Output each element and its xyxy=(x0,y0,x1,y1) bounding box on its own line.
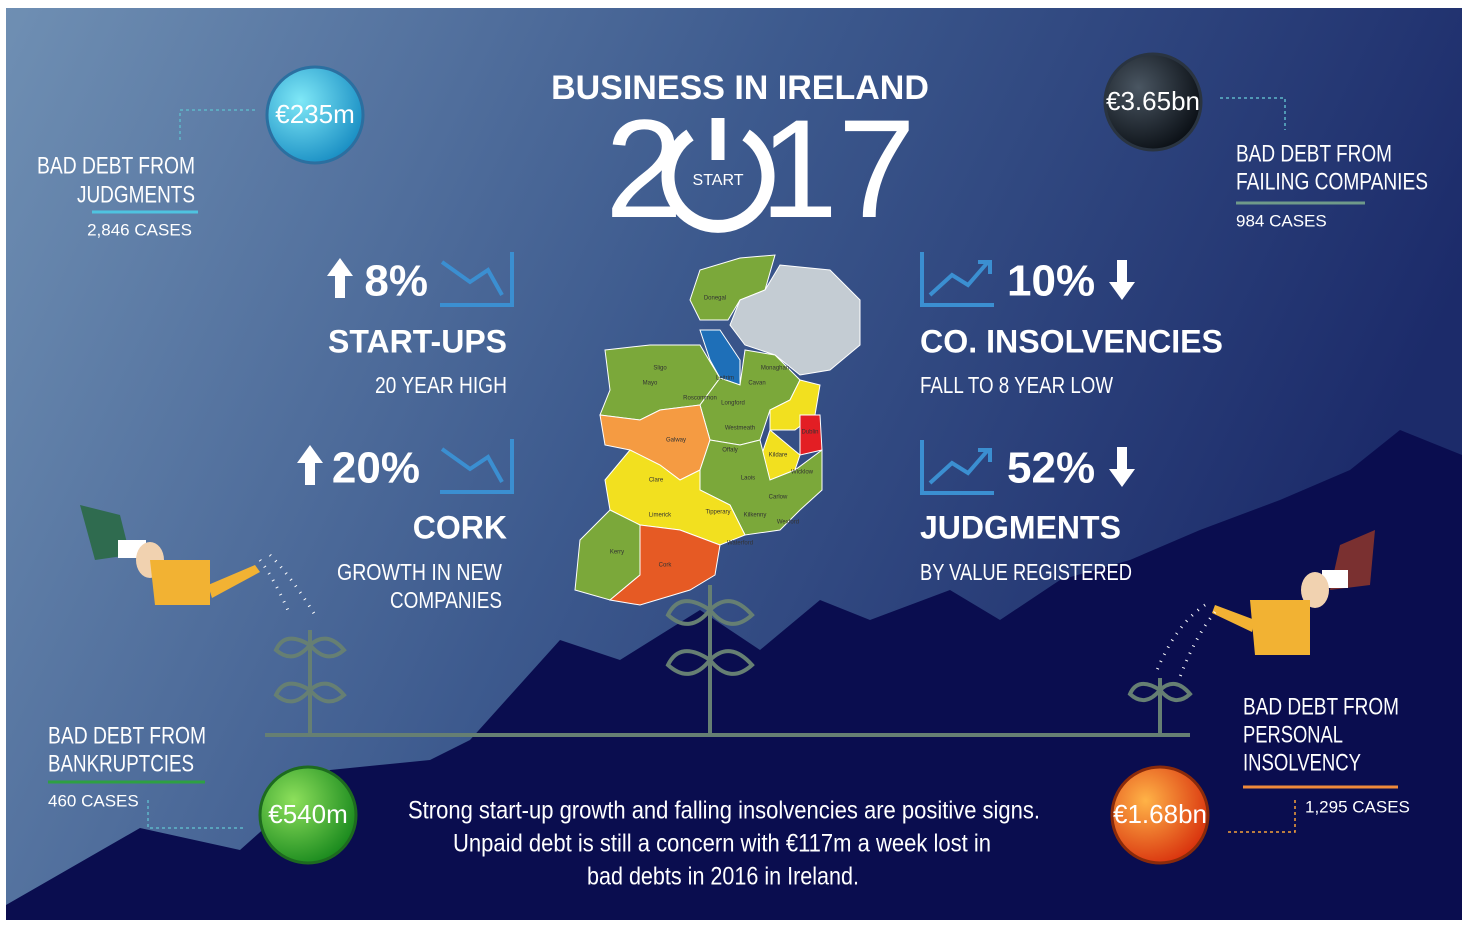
amount-badge xyxy=(258,765,358,865)
county-label: Wexford xyxy=(777,520,799,526)
county-label: Carlow xyxy=(769,495,788,501)
trend-icon xyxy=(920,440,994,495)
stat-value: 8% xyxy=(364,257,428,306)
label: INSOLVENCY xyxy=(1243,749,1361,776)
stat-detail: COMPANIES xyxy=(390,587,502,613)
county-label: Cavan xyxy=(748,381,765,387)
county-label: Sligo xyxy=(653,366,667,372)
cases: 460 CASES xyxy=(48,791,139,810)
stat-title: CO. INSOLVENCIES xyxy=(920,323,1223,359)
cases: 2,846 CASES xyxy=(87,220,192,239)
county-label: Longford xyxy=(721,401,745,407)
stat-detail: FALL TO 8 YEAR LOW xyxy=(920,372,1113,398)
power-icon xyxy=(661,129,775,233)
power-label: START xyxy=(693,172,744,189)
connector xyxy=(147,800,245,829)
county-label: Kerry xyxy=(610,550,624,556)
up-arrow xyxy=(297,445,323,485)
label: JUDGMENTS xyxy=(77,181,195,208)
county-label: Westmeath xyxy=(725,426,755,432)
connector xyxy=(179,109,255,140)
stat-detail: BY VALUE REGISTERED xyxy=(920,559,1132,585)
county-label: Kildare xyxy=(769,453,788,459)
county-label: Cork xyxy=(659,563,673,569)
amount: €235m xyxy=(275,99,355,129)
amount: €1.68bn xyxy=(1113,799,1207,829)
amount-badge xyxy=(1110,765,1210,865)
stat-value: 10% xyxy=(1007,257,1095,306)
label: FAILING COMPANIES xyxy=(1236,168,1428,195)
cases: 984 CASES xyxy=(1236,211,1327,230)
label: BAD DEBT FROM xyxy=(1236,140,1392,167)
cases: 1,295 CASES xyxy=(1305,797,1410,816)
summary-line: bad debts in 2016 in Ireland. xyxy=(587,863,859,891)
ireland-map xyxy=(574,254,861,606)
stat-detail: GROWTH IN NEW xyxy=(337,559,502,585)
county-label: Clare xyxy=(649,478,664,484)
county-label: Monaghan xyxy=(761,366,789,372)
trend-icon xyxy=(920,252,994,307)
county-label: Leitrim xyxy=(716,376,734,382)
stat-value: 20% xyxy=(332,444,420,493)
county-label: Roscommon xyxy=(683,396,717,402)
up-arrow xyxy=(327,258,353,298)
label: BAD DEBT FROM xyxy=(48,722,206,749)
plant xyxy=(273,630,347,735)
county-label: Limerick xyxy=(649,513,672,519)
stat-value: 52% xyxy=(1007,444,1095,493)
amount-badge xyxy=(1103,52,1203,152)
trend-icon xyxy=(440,252,514,307)
plant xyxy=(1127,678,1193,735)
amount: €540m xyxy=(268,799,348,829)
amount-badge xyxy=(265,65,365,165)
connector xyxy=(1228,800,1296,833)
label: BANKRUPTCIES xyxy=(48,750,194,777)
county-label: Waterford xyxy=(727,541,753,547)
year-end: 17 xyxy=(760,90,916,247)
down-arrow xyxy=(1109,260,1135,300)
stat-title: CORK xyxy=(413,509,507,545)
county-label: Donegal xyxy=(704,296,726,302)
trend-icon xyxy=(440,439,514,494)
stat-detail: 20 YEAR HIGH xyxy=(375,372,507,398)
summary-line: Strong start-up growth and falling insol… xyxy=(408,797,1040,825)
connector xyxy=(1220,97,1286,130)
title: BUSINESS IN IRELAND xyxy=(551,69,929,107)
watering-can-left xyxy=(80,505,317,616)
county-label: Offaly xyxy=(722,448,738,454)
county-label: Tipperary xyxy=(705,510,730,516)
label: BAD DEBT FROM xyxy=(37,152,195,179)
county-labels: Donegal Sligo Mayo Leitrim Roscommon Cavan Mon… xyxy=(610,296,819,569)
county-label: Dublin xyxy=(801,430,818,436)
watering-can-right xyxy=(1153,530,1375,678)
plant xyxy=(665,585,755,735)
label: PERSONAL xyxy=(1243,721,1343,748)
county-label: Galway xyxy=(666,438,686,444)
summary-line: Unpaid debt is still a concern with €117… xyxy=(453,830,991,858)
county-label: Kilkenny xyxy=(744,513,767,519)
label: BAD DEBT FROM xyxy=(1243,693,1399,720)
amount: €3.65bn xyxy=(1106,86,1200,116)
down-arrow xyxy=(1109,447,1135,487)
stat-title: JUDGMENTS xyxy=(920,509,1121,545)
stat-title: START-UPS xyxy=(328,323,507,359)
county-label: Laois xyxy=(741,476,755,482)
county-label: Mayo xyxy=(643,381,658,387)
county-label: Wicklow xyxy=(791,470,814,476)
